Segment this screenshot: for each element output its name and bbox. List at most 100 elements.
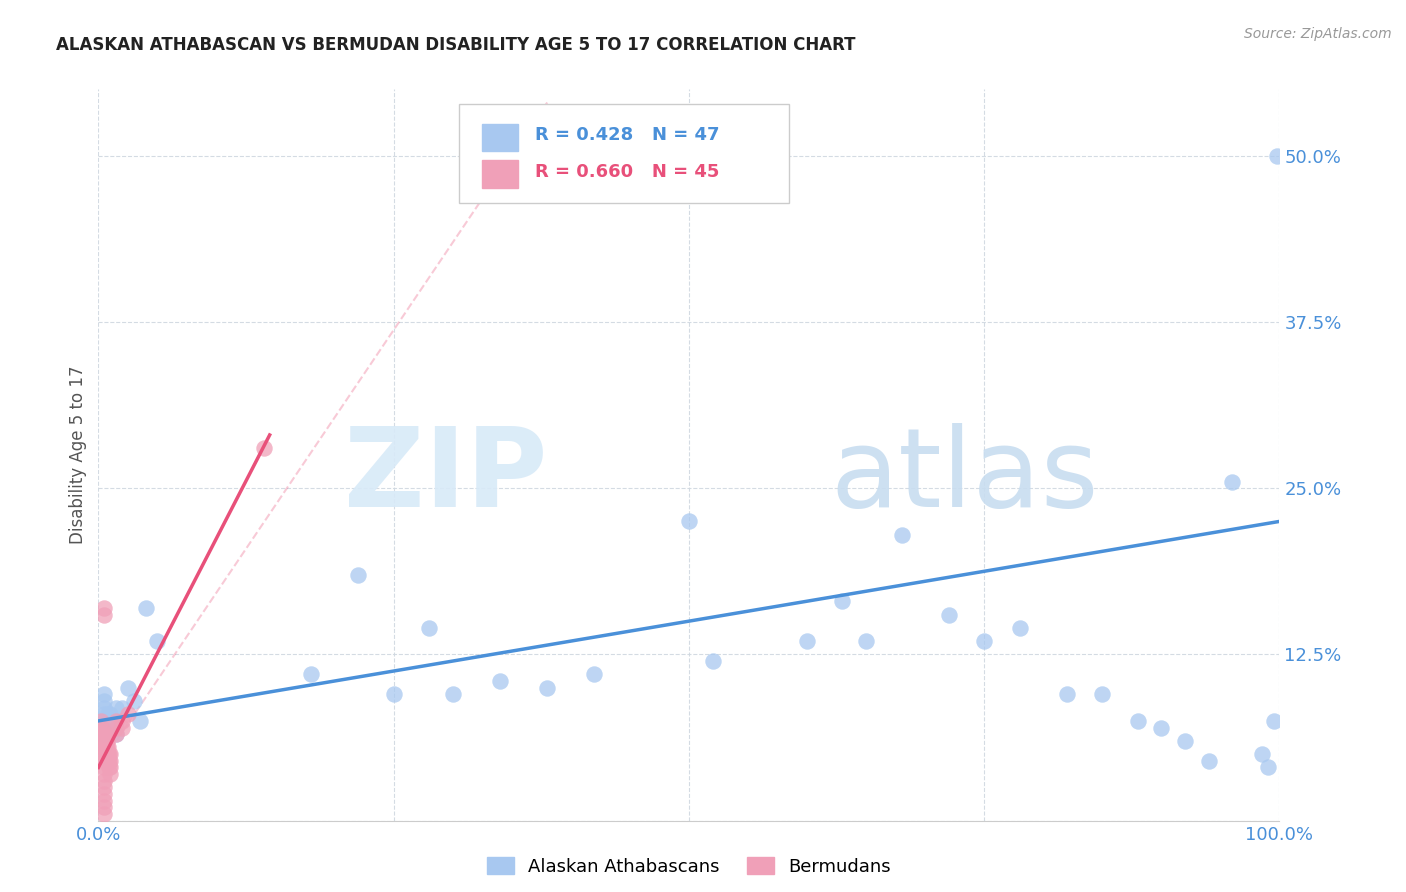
Text: Source: ZipAtlas.com: Source: ZipAtlas.com [1244, 27, 1392, 41]
FancyBboxPatch shape [482, 161, 517, 188]
Point [105, 700, 128, 714]
Point [299, 667, 322, 681]
Point [101, 714, 124, 728]
Point [91, 747, 114, 761]
Point [489, 673, 512, 688]
Point [117, 707, 139, 722]
Point [678, 515, 700, 529]
Text: R = 0.660   N = 45: R = 0.660 N = 45 [536, 163, 720, 181]
Point [128, 714, 150, 728]
Point [105, 721, 128, 735]
Point [96, 734, 118, 748]
Text: R = 0.428   N = 47: R = 0.428 N = 47 [536, 127, 720, 145]
Point [93, 754, 115, 768]
Text: ALASKAN ATHABASCAN VS BERMUDAN DISABILITY AGE 5 TO 17 CORRELATION CHART: ALASKAN ATHABASCAN VS BERMUDAN DISABILIT… [56, 36, 856, 54]
Point [146, 634, 169, 648]
Point [1250, 747, 1272, 761]
Point [93, 607, 115, 622]
Point [1198, 754, 1220, 768]
Point [536, 681, 558, 695]
Point [91, 740, 114, 755]
Point [105, 714, 128, 728]
Point [441, 687, 464, 701]
Point [91, 734, 114, 748]
Point [90, 714, 112, 728]
Point [93, 800, 115, 814]
Point [105, 727, 128, 741]
Point [135, 600, 157, 615]
Point [111, 700, 134, 714]
Point [90, 727, 112, 741]
Point [93, 773, 115, 788]
Legend: Alaskan Athabascans, Bermudans: Alaskan Athabascans, Bermudans [478, 848, 900, 885]
Point [98, 754, 121, 768]
Point [1265, 149, 1288, 163]
Point [347, 567, 370, 582]
Point [93, 794, 115, 808]
Point [91, 740, 114, 755]
Point [122, 694, 145, 708]
Point [1174, 734, 1197, 748]
Point [93, 700, 115, 714]
Point [91, 721, 114, 735]
Point [855, 634, 877, 648]
Point [93, 727, 115, 741]
Point [98, 760, 121, 774]
Point [97, 747, 120, 761]
Point [97, 721, 120, 735]
Point [117, 681, 139, 695]
Point [93, 787, 115, 801]
Point [1091, 687, 1114, 701]
Point [97, 707, 120, 722]
Point [93, 687, 115, 701]
FancyBboxPatch shape [458, 103, 789, 202]
Point [93, 707, 115, 722]
Point [98, 760, 121, 774]
Point [94, 740, 117, 755]
Point [93, 747, 115, 761]
Point [1126, 714, 1149, 728]
Text: ZIP: ZIP [344, 424, 547, 531]
Point [98, 754, 121, 768]
Point [97, 740, 120, 755]
Point [583, 667, 606, 681]
Point [1263, 714, 1285, 728]
Point [253, 442, 276, 456]
Point [91, 727, 114, 741]
Point [1150, 721, 1173, 735]
Point [93, 767, 115, 781]
Point [93, 760, 115, 774]
Point [1220, 475, 1243, 489]
Point [90, 721, 112, 735]
Point [111, 714, 134, 728]
Point [1056, 687, 1078, 701]
Point [98, 747, 121, 761]
Point [94, 734, 117, 748]
Point [93, 600, 115, 615]
Point [93, 780, 115, 795]
Point [91, 734, 114, 748]
Point [94, 727, 117, 741]
Point [1257, 760, 1279, 774]
Point [96, 740, 118, 755]
Point [97, 754, 120, 768]
Point [98, 747, 121, 761]
Point [93, 694, 115, 708]
Point [973, 634, 995, 648]
Point [93, 714, 115, 728]
Point [831, 594, 853, 608]
Point [96, 747, 118, 761]
Point [382, 687, 405, 701]
FancyBboxPatch shape [482, 124, 517, 152]
Point [702, 654, 724, 668]
Point [111, 721, 134, 735]
Point [98, 767, 121, 781]
Text: atlas: atlas [831, 424, 1099, 531]
Point [938, 607, 960, 622]
Point [105, 727, 128, 741]
Point [93, 807, 115, 822]
Point [98, 707, 121, 722]
Point [890, 527, 912, 541]
Y-axis label: Disability Age 5 to 17: Disability Age 5 to 17 [69, 366, 87, 544]
Point [1008, 621, 1031, 635]
